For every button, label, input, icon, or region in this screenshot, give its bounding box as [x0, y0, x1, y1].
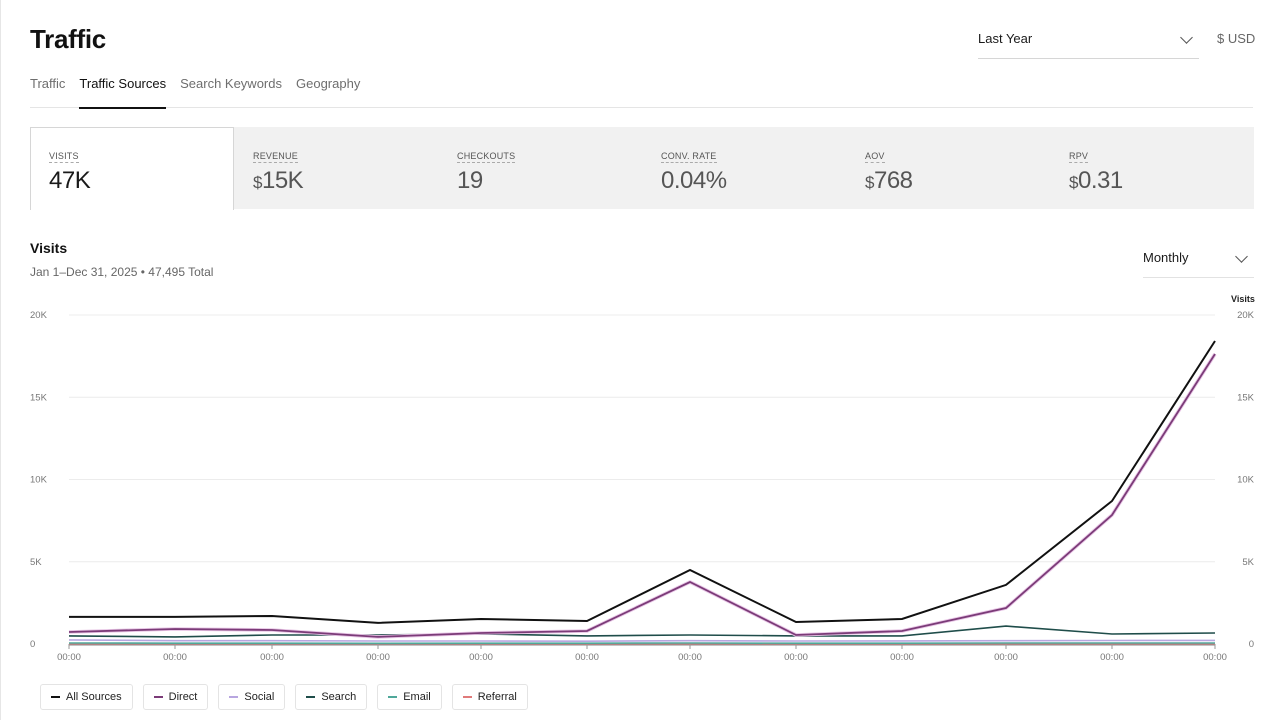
svg-text:00:00: 00:00	[163, 652, 187, 663]
kpi-value: 19	[457, 167, 483, 194]
chart-grid	[69, 314, 1215, 563]
kpi-label: VISITS	[49, 151, 79, 163]
svg-text:00:00: 00:00	[678, 652, 702, 663]
svg-text:00:00: 00:00	[366, 652, 390, 663]
legend-swatch	[388, 696, 398, 698]
page-title: Traffic	[30, 24, 106, 54]
legend-item-email[interactable]: Email	[377, 684, 442, 710]
legend-swatch	[153, 696, 163, 698]
svg-text:20K: 20K	[1237, 310, 1255, 321]
svg-text:0: 0	[1249, 639, 1254, 650]
kpi-label: RPV	[1069, 151, 1089, 163]
kpi-value: 0.04%	[661, 167, 727, 194]
chart-legend: All Sources Direct Social Search Email R…	[40, 684, 528, 710]
svg-text:5K: 5K	[1242, 557, 1254, 568]
svg-text:00:00: 00:00	[260, 652, 284, 663]
date-range-dropdown[interactable]: Last Year	[978, 24, 1199, 59]
series-line-search	[68, 625, 1216, 638]
svg-text:15K: 15K	[1237, 392, 1255, 403]
kpi-rpv[interactable]: RPV $0.31	[1050, 127, 1254, 209]
tab-geography[interactable]: Geography	[296, 76, 361, 91]
line-chart[interactable]: 0 0 5K 5K 10K 10K 15K 15K 20K 20K 00:00 00:00 00:00 0…	[0, 300, 1280, 670]
tab-search-keywords[interactable]: Search Keywords	[180, 76, 282, 91]
svg-text:00:00: 00:00	[994, 652, 1018, 663]
kpi-label: CONV. RATE	[661, 151, 717, 163]
kpi-label: REVENUE	[253, 151, 298, 163]
kpi-label: CHECKOUTS	[457, 151, 516, 163]
svg-text:5K: 5K	[30, 557, 42, 568]
legend-item-all-sources[interactable]: All Sources	[40, 684, 133, 710]
svg-text:00:00: 00:00	[1100, 652, 1124, 663]
chart-axes: 0 0 5K 5K 10K 10K 15K 15K 20K 20K 00:00 00:00 00:00 0…	[30, 310, 1255, 663]
date-range-value: Last Year	[978, 31, 1033, 46]
svg-text:00:00: 00:00	[57, 652, 81, 663]
kpi-revenue[interactable]: REVENUE $15K	[234, 127, 438, 209]
legend-item-social[interactable]: Social	[218, 684, 286, 710]
kpi-strip: VISITS 47K REVENUE $15K CHECKOUTS 19 CON…	[30, 127, 1254, 210]
svg-text:10K: 10K	[1237, 475, 1255, 486]
svg-text:10K: 10K	[30, 475, 48, 486]
chart-title: Visits	[30, 240, 68, 256]
kpi-value: $768	[865, 167, 913, 194]
chevron-down-icon	[1180, 31, 1193, 44]
chevron-down-icon	[1235, 250, 1248, 263]
svg-text:20K: 20K	[30, 310, 48, 321]
kpi-value: 47K	[49, 167, 91, 194]
tab-traffic-sources[interactable]: Traffic Sources	[79, 74, 166, 109]
chart-lines	[68, 340, 1217, 645]
kpi-label: AOV	[865, 151, 885, 163]
left-border	[0, 0, 1, 720]
kpi-checkouts[interactable]: CHECKOUTS 19	[438, 127, 642, 209]
svg-text:00:00: 00:00	[1203, 652, 1227, 663]
kpi-value: $15K	[253, 167, 304, 194]
legend-swatch	[462, 696, 472, 698]
right-axis-title: Visits	[1231, 294, 1255, 304]
interval-dropdown[interactable]: Monthly	[1143, 245, 1254, 278]
svg-text:00:00: 00:00	[890, 652, 914, 663]
legend-swatch	[229, 696, 239, 698]
kpi-visits[interactable]: VISITS 47K	[30, 127, 234, 210]
legend-item-direct[interactable]: Direct	[142, 684, 209, 710]
currency-label[interactable]: $ USD	[1217, 31, 1256, 46]
svg-text:00:00: 00:00	[469, 652, 493, 663]
series-line-direct	[68, 353, 1216, 638]
kpi-conv-rate[interactable]: CONV. RATE 0.04%	[642, 127, 846, 209]
legend-swatch	[306, 696, 316, 698]
svg-text:00:00: 00:00	[575, 652, 599, 663]
svg-text:00:00: 00:00	[784, 652, 808, 663]
svg-text:15K: 15K	[30, 392, 48, 403]
kpi-aov[interactable]: AOV $768	[846, 127, 1050, 209]
legend-item-search[interactable]: Search	[295, 684, 368, 710]
series-line-all-sources	[69, 340, 1216, 624]
series-line-social	[68, 639, 1216, 643]
legend-item-referral[interactable]: Referral	[451, 684, 528, 710]
svg-text:0: 0	[30, 639, 35, 650]
tab-bar: Traffic Traffic Sources Search Keywords …	[30, 74, 1253, 109]
legend-swatch	[51, 696, 60, 698]
tab-traffic[interactable]: Traffic	[30, 76, 66, 91]
kpi-value: $0.31	[1069, 167, 1123, 194]
interval-value: Monthly	[1143, 250, 1189, 265]
chart-subtitle: Jan 1–Dec 31, 2025 • 47,495 Total	[30, 265, 214, 279]
